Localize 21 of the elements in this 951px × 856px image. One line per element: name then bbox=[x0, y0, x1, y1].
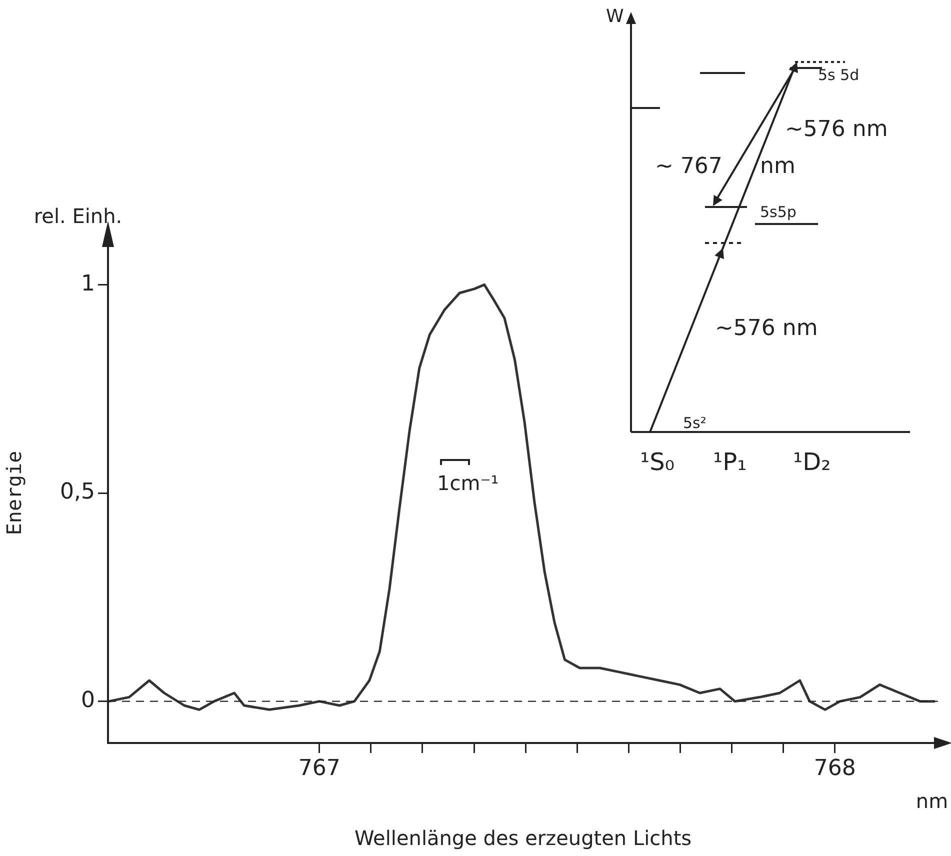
annotation: ¹P₁ bbox=[713, 448, 747, 476]
text: nm bbox=[760, 154, 796, 179]
text: 5s 5d bbox=[818, 66, 860, 84]
text: W bbox=[606, 6, 624, 27]
x-tick-label: 767 bbox=[298, 756, 340, 781]
x-axis-title: Wellenlänge des erzeugten Lichts bbox=[354, 826, 692, 850]
text: ~ 767 bbox=[655, 154, 722, 179]
text: ~576 nm bbox=[785, 117, 888, 142]
annotation: 1cm⁻¹ bbox=[437, 471, 499, 495]
x-tick-label: 768 bbox=[814, 756, 856, 781]
annotation: 5s² bbox=[683, 414, 706, 432]
text: 5s5p bbox=[760, 203, 796, 221]
text: rel. Einh. bbox=[34, 204, 122, 228]
y-axis-title: Energie bbox=[2, 450, 26, 536]
y-tick-label: 1 bbox=[81, 271, 95, 296]
text: nm bbox=[916, 789, 948, 813]
annotation: ~576 nm bbox=[715, 316, 818, 341]
y-tick-label: 0,5 bbox=[60, 480, 95, 505]
y-tick-label: 0 bbox=[81, 688, 95, 714]
annotation: ¹D₂ bbox=[793, 448, 831, 476]
annotation: ¹S₀ bbox=[640, 448, 674, 476]
